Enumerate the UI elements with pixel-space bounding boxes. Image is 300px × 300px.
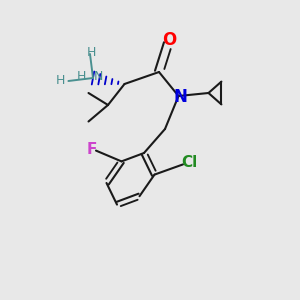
Text: H: H [87, 46, 96, 59]
Text: N: N [94, 70, 103, 83]
Text: O: O [162, 31, 177, 49]
Text: F: F [86, 142, 97, 157]
Text: H: H [56, 74, 65, 88]
Text: H: H [77, 70, 86, 83]
Text: N: N [173, 88, 187, 106]
Text: Cl: Cl [181, 155, 197, 170]
